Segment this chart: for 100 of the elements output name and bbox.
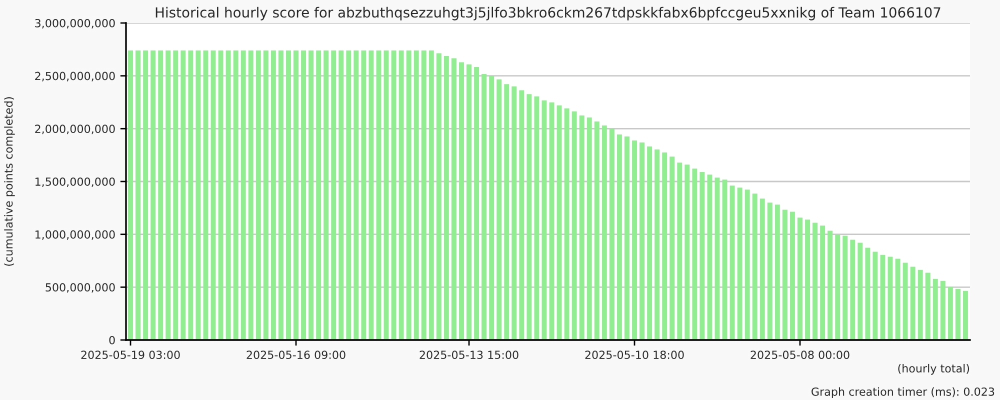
bar [278,50,284,340]
bar [173,50,178,340]
bar [549,102,554,340]
bar [640,142,645,340]
bar [414,50,419,340]
bar [730,186,735,340]
bar [354,50,359,340]
bar [338,50,344,340]
bar [421,50,426,340]
bar [196,50,201,340]
x-tick-label: 2025-05-08 00:00 [750,350,850,360]
bar [744,190,750,340]
bar [324,50,329,340]
bar [294,50,298,340]
bar [670,156,675,340]
bar [910,266,916,340]
bar [496,79,502,340]
y-tick-label: 1,500,000,000 [36,177,115,188]
bar [654,149,660,340]
bar [504,84,510,340]
bar [677,162,682,340]
bar [406,50,412,340]
bar [918,270,923,340]
bar [331,50,336,340]
bar [963,290,968,340]
bar [361,50,366,340]
x-tick-label: 2025-05-19 03:00 [81,350,180,360]
bar [632,140,637,340]
y-tick-label: 2,500,000,000 [35,72,115,82]
bar [226,50,231,340]
bar [436,53,442,340]
bar [662,152,668,340]
bar [782,210,788,340]
x-tick-label: 2025-05-16 09:00 [246,350,346,360]
bar [233,50,238,340]
bar [579,115,584,340]
y-tick-label: 3,000,000,000 [35,18,115,29]
bar [466,64,472,340]
bar [391,50,396,340]
bar [895,258,900,340]
bar [865,248,870,340]
bar [519,90,524,340]
bar [451,58,456,340]
bar [542,100,547,340]
bar [835,234,840,340]
bar [850,240,856,340]
bar [459,62,464,340]
bar [932,278,938,340]
bar [684,164,690,340]
bar [624,136,630,340]
x-tick-label: 2025-05-10 18:00 [585,350,684,360]
bar [692,168,698,340]
bar [700,172,705,340]
x-tick-label: 2025-05-13 15:00 [420,350,518,360]
bar [925,272,930,340]
bar [346,50,352,340]
text: Graph creation timer (ms): 0.023 [812,387,994,398]
bar [256,50,261,340]
bar [594,121,600,340]
bar [828,230,833,340]
y-axis-title: (cumulative points completed) [4,97,15,266]
bar [398,50,404,340]
y-tick-label: 500,000,000 [46,283,115,293]
bar [798,218,802,340]
bar [270,50,276,340]
bar [489,76,494,340]
bar [263,50,268,340]
bar [820,226,826,340]
x-axis-title: (hourly total) [898,364,970,375]
bar [384,50,389,340]
bar [308,50,314,340]
bar [609,128,614,340]
bar [572,111,577,340]
bar [714,178,720,340]
bar [316,50,322,340]
chart-title: Historical hourly score for abzbuthqsezzuhgt3j5jlfo3bkro6ckm267tdpskkfabx6bpfccgeu5xxnikg of Team 1066107 [156,6,940,20]
bar [474,66,480,340]
bar [512,86,517,340]
bar [564,108,570,340]
bar [444,56,449,340]
bar [602,125,607,340]
bar [774,204,780,340]
bar [286,50,291,340]
bar [722,180,728,340]
y-tick-label: 2,000,000,000 [35,124,115,134]
bar [647,146,652,340]
bar [760,198,765,340]
bar [940,280,946,340]
bar [737,188,742,340]
bar [948,286,953,340]
y-tick-label: 0 [109,336,115,344]
bar [902,262,908,340]
bar [248,50,254,340]
bar [556,105,562,340]
bar [180,50,186,340]
bar [842,236,848,340]
bar [240,50,246,340]
bar [955,288,960,340]
bar [210,50,216,340]
bar [218,50,224,340]
